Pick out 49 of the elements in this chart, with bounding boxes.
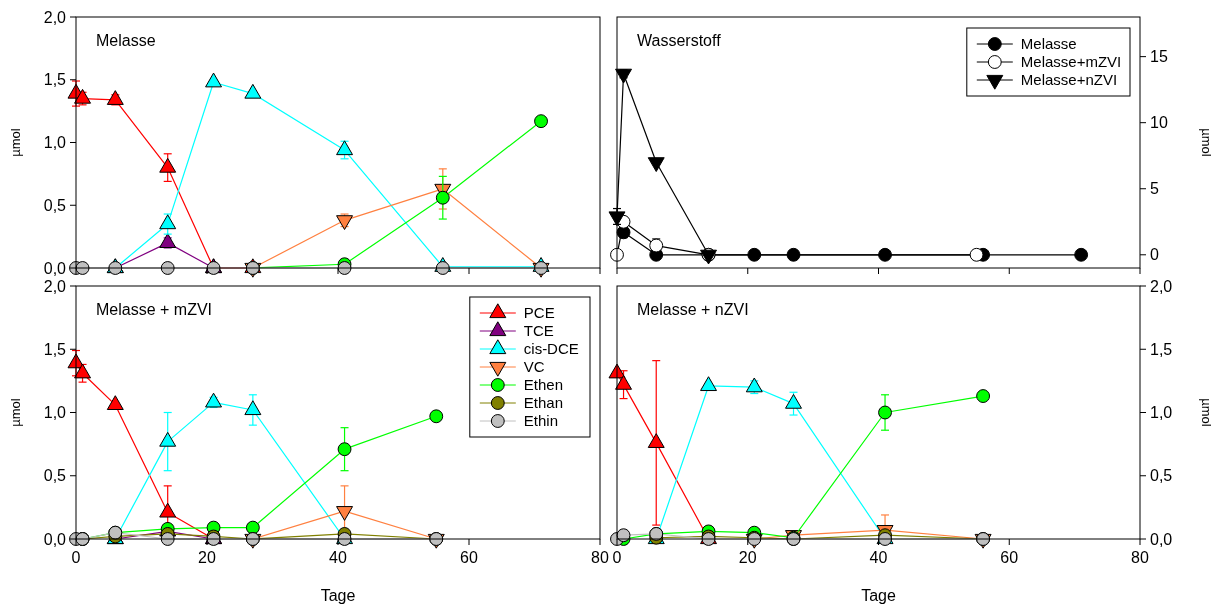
x-tick-label: 40 xyxy=(869,549,888,566)
y2-tick-label: 15 xyxy=(1150,48,1168,66)
x-axis-title: Tage xyxy=(320,587,356,604)
y2-tick-label: 10 xyxy=(1150,114,1168,132)
y2-axis-title: µmol xyxy=(1199,398,1214,427)
text: Melasse xyxy=(96,32,156,49)
legend-label: cis-DCE xyxy=(523,340,579,358)
y-tick-label: 0,5 xyxy=(43,196,67,214)
legend-label: PCE xyxy=(523,304,555,322)
x-tick-label: 0 xyxy=(71,549,81,566)
y2-tick-label: 0 xyxy=(1150,246,1159,264)
y-axis-title: µmol xyxy=(8,398,23,427)
y2-tick-label: 2,0 xyxy=(1150,277,1173,295)
x-axis-title: Tage xyxy=(861,587,896,604)
y2-tick-label: 5 xyxy=(1150,180,1159,198)
text: Melasse + nZVI xyxy=(637,301,749,318)
legend-label: Melasse xyxy=(1020,35,1077,53)
y-axis-title: µmol xyxy=(8,128,23,157)
x-tick-label: 80 xyxy=(591,549,609,566)
x-tick-label: 60 xyxy=(460,549,478,566)
text: Wasserstoff xyxy=(637,32,722,49)
y-tick-label: 0,0 xyxy=(43,259,67,277)
legend-label: VC xyxy=(523,358,545,376)
x-tick-label: 20 xyxy=(198,549,216,566)
y2-axis-title: µmol xyxy=(1199,128,1214,157)
legend-label: Ethan xyxy=(523,394,563,412)
legend-label: TCE xyxy=(523,322,554,340)
y-tick-label: 1,5 xyxy=(43,340,67,358)
legend-label: Melasse+mZVI xyxy=(1020,53,1122,71)
y-tick-label: 2,0 xyxy=(43,8,67,26)
x-tick-label: 80 xyxy=(1131,549,1149,566)
legend-label: Melasse+nZVI xyxy=(1020,71,1118,89)
x-tick-label: 40 xyxy=(329,549,347,566)
y-tick-label: 2,0 xyxy=(43,277,67,295)
text: Melasse + mZVI xyxy=(96,301,213,318)
y-tick-label: 1,0 xyxy=(43,134,67,152)
y2-tick-label: 0,0 xyxy=(1150,530,1173,548)
x-tick-label: 0 xyxy=(612,549,622,566)
legend-label: Ethin xyxy=(523,412,558,430)
y2-tick-label: 1,5 xyxy=(1150,340,1173,358)
y-tick-label: 1,0 xyxy=(43,404,67,422)
x-tick-label: 20 xyxy=(738,549,757,566)
y-tick-label: 1,5 xyxy=(43,71,67,89)
y-tick-label: 0,5 xyxy=(43,467,67,485)
y2-tick-label: 0,5 xyxy=(1150,467,1173,485)
legend-label: Ethen xyxy=(523,376,563,394)
y-tick-label: 0,0 xyxy=(43,530,67,548)
x-tick-label: 60 xyxy=(1000,549,1019,566)
y2-tick-label: 1,0 xyxy=(1150,404,1173,422)
